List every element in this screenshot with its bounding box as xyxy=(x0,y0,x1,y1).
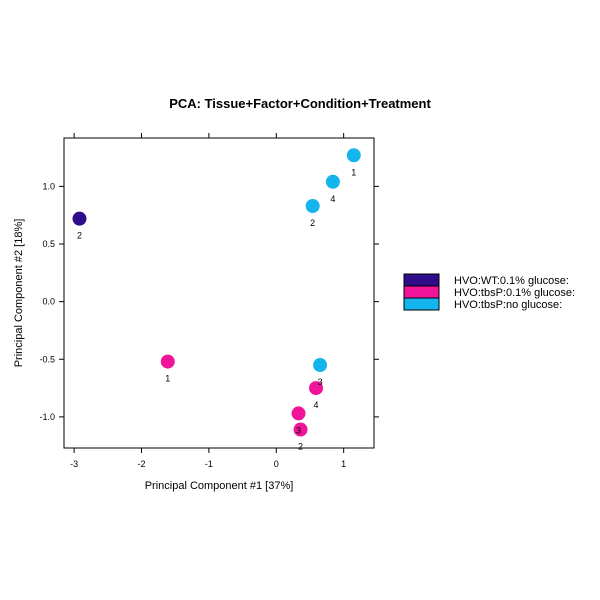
data-point-label: 1 xyxy=(351,167,356,177)
data-points xyxy=(72,148,361,437)
data-point-label: 2 xyxy=(310,218,315,228)
data-point xyxy=(313,358,328,373)
data-point-label: 3 xyxy=(296,425,301,435)
data-point xyxy=(305,198,320,213)
data-point xyxy=(72,211,87,226)
legend-swatch xyxy=(403,273,440,287)
data-point-label: 1 xyxy=(165,374,170,384)
data-point-label: 2 xyxy=(298,442,303,452)
data-point-labels: 2 1 4 3 2 1 4 2 3 xyxy=(77,167,356,451)
x-tick-label: 1 xyxy=(341,459,346,469)
legend-swatch xyxy=(403,285,440,299)
data-point xyxy=(291,406,306,421)
data-point xyxy=(325,174,340,189)
x-tick-label: -1 xyxy=(205,459,213,469)
axis-ticks: -3 -2 -1 0 1 -1.0 -0.5 0.0 0.5 1.0 xyxy=(39,133,379,469)
x-tick-label: 0 xyxy=(274,459,279,469)
data-point xyxy=(293,422,308,437)
x-tick-label: -2 xyxy=(137,459,145,469)
legend-label: HVO:tbsP:0.1% glucose: xyxy=(454,287,575,299)
data-point-label: 3 xyxy=(318,377,323,387)
y-tick-label: 0.5 xyxy=(42,239,55,249)
x-axis-label: Principal Component #1 [37%] xyxy=(145,480,294,492)
y-tick-label: 0.0 xyxy=(42,297,55,307)
legend-label: HVO:tbsP:no glucose: xyxy=(454,299,562,311)
data-point-label: 4 xyxy=(314,400,319,410)
data-point-label: 4 xyxy=(330,194,335,204)
data-point xyxy=(346,148,361,163)
y-tick-label: -0.5 xyxy=(39,354,55,364)
legend-swatch xyxy=(403,297,440,311)
y-axis-label: Principal Component #2 [18%] xyxy=(13,219,25,368)
legend-label: HVO:WT:0.1% glucose: xyxy=(454,275,569,287)
plot-frame xyxy=(63,137,375,449)
y-tick-label: -1.0 xyxy=(39,412,55,422)
y-tick-label: 1.0 xyxy=(42,181,55,191)
legend: HVO:WT:0.1% glucose:HVO:tbsP:0.1% glucos… xyxy=(403,273,575,311)
chart-title: PCA: Tissue+Factor+Condition+Treatment xyxy=(169,96,431,111)
x-tick-label: -3 xyxy=(70,459,78,469)
data-point-label: 2 xyxy=(77,231,82,241)
data-point xyxy=(160,354,175,369)
data-point xyxy=(309,381,324,396)
